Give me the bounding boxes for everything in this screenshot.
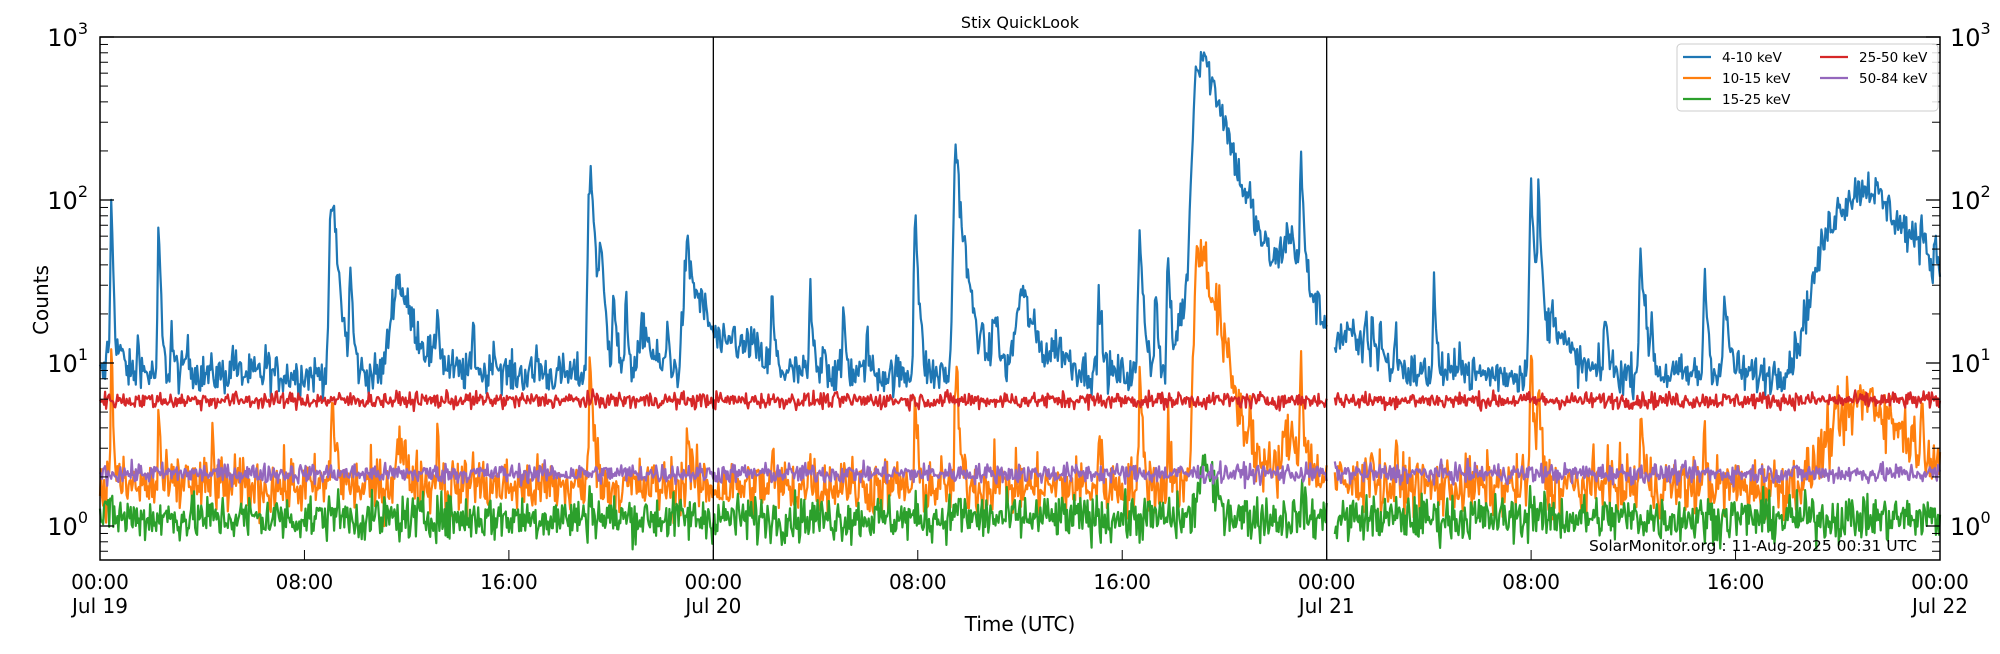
y-tick-label: 100 [1950, 508, 1991, 541]
legend-box [1676, 43, 1939, 112]
y-tick-label: 100 [47, 508, 88, 541]
series-4-10-kev [98, 50, 1942, 401]
x-tick-time: 08:00 [276, 570, 334, 594]
x-tick-date: Jul 21 [1297, 594, 1355, 618]
x-tick-time: 08:00 [1502, 570, 1560, 594]
legend-label: 50-84 keV [1859, 71, 1928, 87]
y-tick-label: 102 [47, 182, 88, 215]
day-boundary-lines [712, 37, 1328, 560]
y-tick-label: 102 [1950, 182, 1991, 215]
x-tick-time: 08:00 [889, 570, 947, 594]
x-axis-label: Time (UTC) [964, 612, 1076, 636]
chart-title: Stix QuickLook [961, 13, 1080, 32]
x-tick-date: Jul 22 [1910, 594, 1968, 618]
x-tick-time: 16:00 [1093, 570, 1151, 594]
y-axis-left: 100 101 102 103 [47, 19, 114, 552]
x-tick-time: 00:00 [685, 570, 743, 594]
y-axis-right: 100 101 102 103 [1926, 19, 1991, 552]
legend-label: 25-50 keV [1859, 50, 1928, 66]
series-layer [98, 50, 1942, 551]
legend: 4-10 keV 10-15 keV 15-25 keV 25-50 keV 50-84… [1676, 43, 1939, 112]
y-tick-label: 103 [1950, 19, 1991, 52]
x-tick-time: 16:00 [480, 570, 538, 594]
x-tick-time: 00:00 [1298, 570, 1356, 594]
legend-label: 4-10 keV [1722, 50, 1783, 66]
x-tick-date: Jul 19 [70, 594, 128, 618]
y-tick-label: 103 [47, 19, 88, 52]
x-tick-time: 00:00 [1911, 570, 1969, 594]
plot-frame [99, 36, 1941, 561]
legend-label: 15-25 keV [1722, 92, 1791, 108]
x-tick-date: Jul 20 [683, 594, 741, 618]
y-axis-label: Counts [29, 265, 53, 335]
series-10-15-kev [98, 238, 1942, 532]
y-tick-label: 101 [1950, 345, 1991, 378]
x-tick-time: 16:00 [1707, 570, 1765, 594]
watermark-text: SolarMonitor.org : 11-Aug-2025 00:31 UTC [1589, 537, 1917, 555]
y-tick-label: 101 [47, 345, 88, 378]
x-tick-time: 00:00 [71, 570, 129, 594]
series-25-50-kev [99, 388, 1942, 413]
legend-label: 10-15 keV [1722, 71, 1791, 87]
